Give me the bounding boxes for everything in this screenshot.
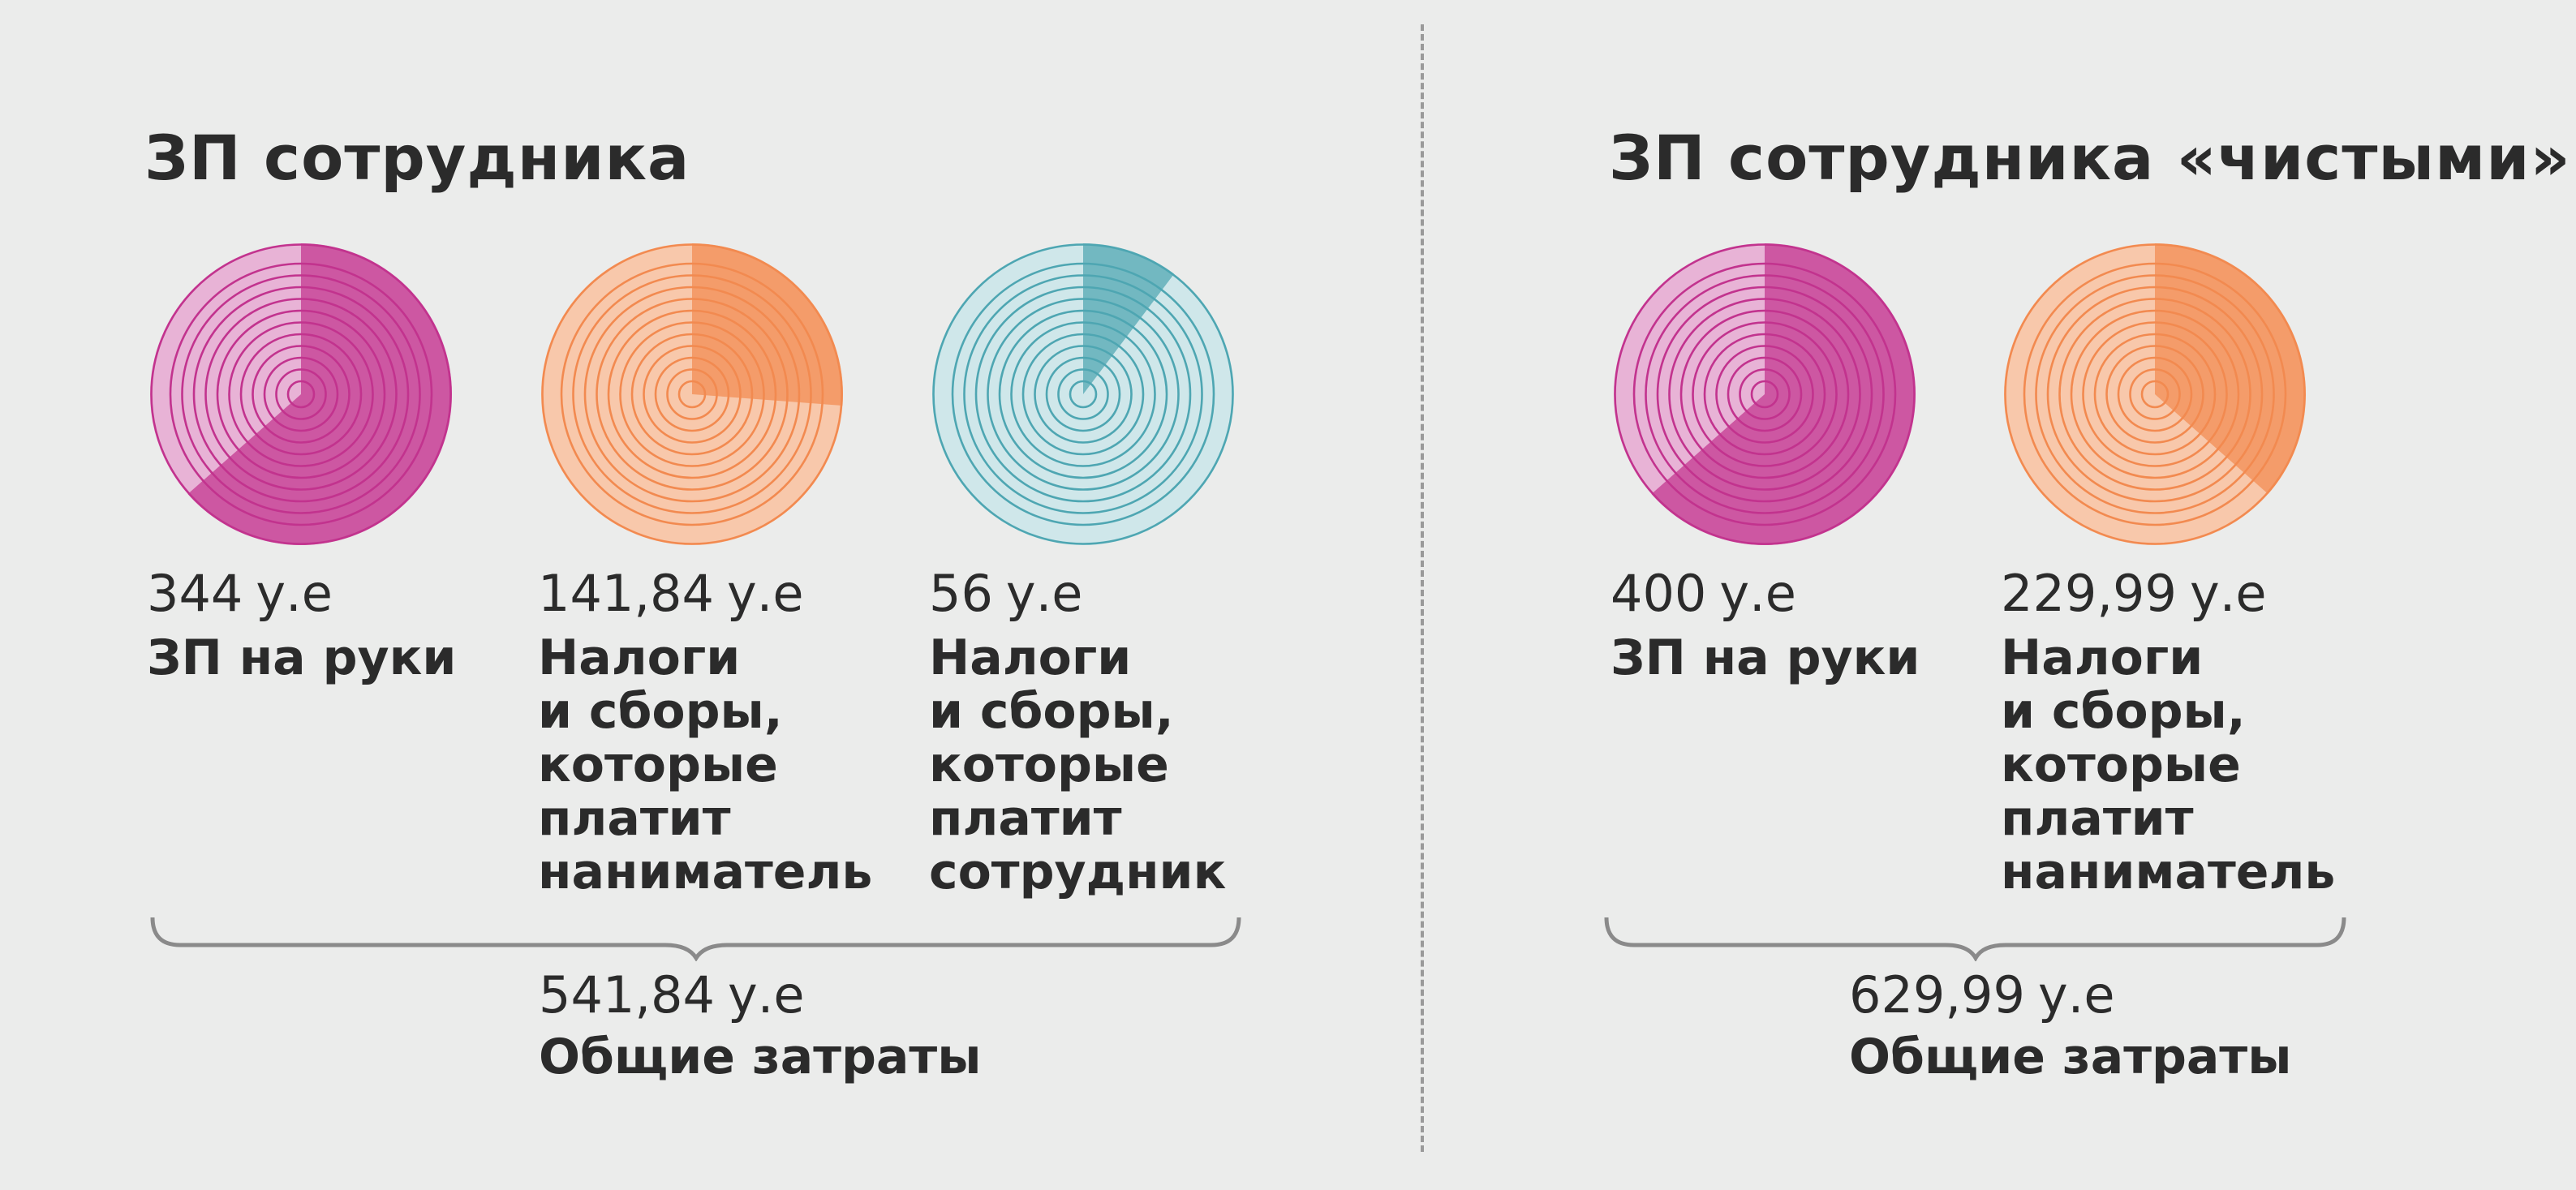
pie-ring <box>596 298 789 491</box>
pie-ring <box>1645 274 1885 514</box>
pie-ring <box>2082 321 2228 467</box>
pie-ring <box>998 309 1168 479</box>
data-label-employer-taxes-net: 229,99 у.е <box>2001 564 2267 623</box>
pie-ring <box>252 345 350 444</box>
pie-ring <box>1703 333 1826 456</box>
pie-ring <box>1021 333 1145 456</box>
pie-ring <box>607 309 777 479</box>
pie-ring <box>2129 368 2181 420</box>
category-label-net-pay-net: ЗП на руки <box>1611 629 1920 686</box>
pie-ring <box>987 298 1180 491</box>
pie-ring <box>2004 243 2306 545</box>
pie-ring <box>239 333 363 456</box>
pie-ring <box>583 286 801 503</box>
pie-ring <box>560 262 824 526</box>
pie-ring <box>541 243 843 545</box>
pie-ring <box>275 368 327 420</box>
pie-chart-net-pay <box>150 243 452 545</box>
pie-ring <box>619 321 765 467</box>
pie-ring <box>1069 380 1098 409</box>
pie-ring <box>630 333 754 456</box>
total-value-net: 629,99 у.е <box>1849 965 2115 1025</box>
pie-ring <box>1727 356 1803 432</box>
pie-ring <box>677 380 707 409</box>
pie-ring <box>2058 298 2251 491</box>
category-label-employer-taxes: Налоги и сборы, которые платит нанимател… <box>538 629 873 900</box>
pie-ring <box>181 274 421 514</box>
pie-ring <box>2070 309 2240 479</box>
pie-ring <box>286 380 316 409</box>
pie-chart-employer-taxes-net <box>2004 243 2306 545</box>
pie-ring <box>1045 356 1121 432</box>
pie-ring <box>2117 356 2193 432</box>
pie-chart-employer-taxes <box>541 243 843 545</box>
panel-divider <box>1421 24 1424 1152</box>
pie-ring <box>2105 345 2204 444</box>
category-label-employee-taxes: Налоги и сборы, которые платит сотрудник <box>929 629 1227 900</box>
pie-ring <box>643 345 742 444</box>
data-label-employee-taxes: 56 у.е <box>929 564 1083 623</box>
pie-ring <box>654 356 730 432</box>
data-label-net-pay: 344 у.е <box>147 564 333 623</box>
pie-ring <box>1715 345 1814 444</box>
pie-ring <box>1010 321 1156 467</box>
pie-ring <box>204 298 398 491</box>
pie-chart-net-pay-net <box>1614 243 1916 545</box>
pie-ring <box>963 274 1203 514</box>
total-value-gross: 541,84 у.е <box>539 965 805 1025</box>
category-label-net-pay: ЗП на руки <box>147 629 457 686</box>
pie-ring <box>2093 333 2217 456</box>
pie-ring <box>228 321 374 467</box>
total-label-net: Общие затраты <box>1849 1029 2292 1085</box>
pie-ring <box>1739 368 1791 420</box>
pie-slice <box>187 243 452 545</box>
pie-slice <box>1651 243 1916 545</box>
panel-title-gross: ЗП сотрудника <box>144 122 690 194</box>
pie-slice <box>692 243 843 406</box>
pie-ring <box>1656 286 1873 503</box>
pie-ring <box>1668 298 1861 491</box>
pie-ring <box>263 356 339 432</box>
pie-ring <box>2046 286 2264 503</box>
total-label-gross: Общие затраты <box>539 1029 982 1085</box>
pie-ring <box>150 243 452 545</box>
pie-ring <box>974 286 1192 503</box>
pie-ring <box>1034 345 1133 444</box>
data-label-net-pay-net: 400 у.е <box>1611 564 1796 623</box>
pie-ring <box>572 274 812 514</box>
total-brace-net <box>1604 917 2346 961</box>
pie-ring <box>2140 380 2170 409</box>
pie-ring <box>216 309 386 479</box>
pie-ring <box>169 262 433 526</box>
pie-ring <box>932 243 1234 545</box>
pie-ring <box>1614 243 1916 545</box>
pie-ring <box>1632 262 1897 526</box>
pie-chart-employee-taxes <box>932 243 1234 545</box>
pie-ring <box>1679 309 1850 479</box>
pie-ring <box>1750 380 1779 409</box>
pie-ring <box>1692 321 1838 467</box>
category-label-employer-taxes-net: Налоги и сборы, которые платит нанимател… <box>2001 629 2336 900</box>
data-label-employer-taxes: 141,84 у.е <box>538 564 804 623</box>
pie-ring <box>2023 262 2287 526</box>
total-brace <box>150 917 1241 961</box>
pie-ring <box>2035 274 2275 514</box>
pie-ring <box>951 262 1215 526</box>
pie-ring <box>192 286 410 503</box>
pie-ring <box>666 368 718 420</box>
pie-slice <box>1083 243 1175 394</box>
panel-title-net: ЗП сотрудника «чистыми» <box>1609 122 2571 194</box>
pie-ring <box>1057 368 1109 420</box>
